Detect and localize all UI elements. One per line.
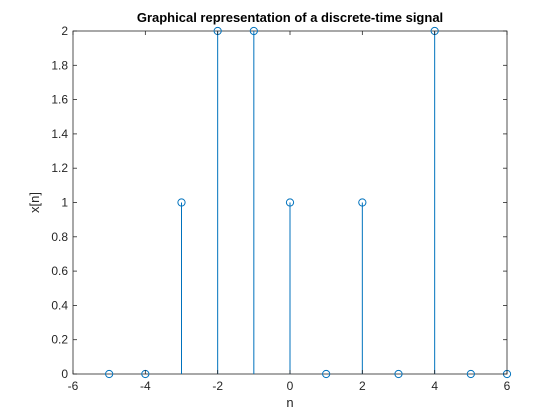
stem-marker	[285, 198, 295, 207]
x-tick-label: 2	[359, 379, 366, 393]
y-tick-label: 1.4	[51, 127, 68, 141]
x-tick-label: 0	[287, 379, 294, 393]
stem-marker	[105, 369, 114, 379]
y-tick-label: 2	[61, 24, 68, 38]
y-tick-label: 1.6	[51, 93, 68, 107]
y-tick-label: 0.2	[51, 333, 68, 347]
y-axis-ticks: 0 0.2 0.4 0.6 0.8 1 1.2 1.4 1.6 1.8 2	[51, 24, 507, 381]
x-tick-label: -4	[140, 379, 151, 393]
y-tick-label: 1.2	[51, 161, 68, 175]
stem-marker	[177, 198, 186, 207]
stem-lines	[181, 31, 436, 374]
x-tick-label: -6	[68, 379, 79, 393]
chart-title: Graphical representation of a discrete-t…	[137, 10, 443, 25]
stem-marker	[249, 26, 258, 36]
x-axis-ticks: -6 -4 -2 0 2 4 6	[68, 31, 511, 393]
x-tick-label: 6	[504, 379, 511, 393]
stem-marker	[358, 198, 367, 207]
x-tick-label: -2	[212, 379, 223, 393]
y-tick-label: 0.8	[51, 230, 68, 244]
y-tick-label: 0.6	[51, 264, 68, 278]
stem-marker	[322, 369, 331, 379]
x-tick-label: 4	[431, 379, 438, 393]
y-tick-label: 1	[61, 196, 68, 210]
y-tick-label: 1.8	[51, 58, 68, 72]
y-axis-label: x[n]	[27, 192, 42, 213]
stem-marker	[466, 369, 475, 379]
x-axis-label: n	[286, 395, 293, 410]
y-tick-label: 0	[61, 367, 68, 381]
stem-marker	[394, 369, 403, 379]
y-tick-label: 0.4	[51, 298, 68, 312]
